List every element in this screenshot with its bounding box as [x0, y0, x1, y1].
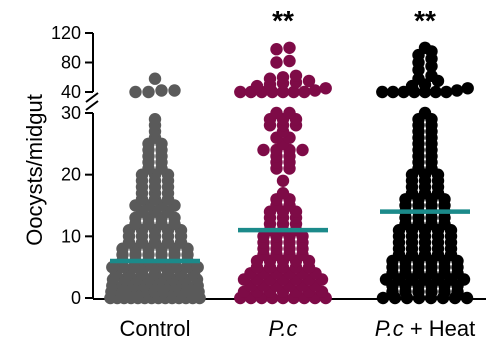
- data-point: [168, 84, 181, 97]
- data-point: [148, 72, 162, 85]
- significance-marker: **: [414, 5, 436, 36]
- category-suffix-text: + Heat: [404, 316, 476, 341]
- category-italic-text: P.c: [375, 316, 404, 341]
- data-point: [270, 56, 283, 69]
- data-point: [450, 84, 464, 97]
- data-point: [263, 72, 277, 85]
- axis-break-upper: [85, 92, 99, 103]
- significance-marker: **: [272, 5, 294, 36]
- data-point: [276, 71, 290, 84]
- data-point: [283, 41, 296, 54]
- category-label: P.c: [269, 316, 298, 341]
- data-point: [319, 82, 332, 95]
- category-label: Control: [120, 316, 191, 341]
- data-point: [142, 85, 155, 99]
- data-point: [386, 85, 400, 99]
- significance-markers: ** **: [272, 5, 436, 36]
- category-text: Control: [120, 316, 191, 341]
- y-tick-label: 10: [61, 226, 81, 246]
- data-point: [276, 174, 290, 187]
- y-tick-label: 80: [61, 53, 81, 73]
- data-point: [283, 106, 296, 120]
- axis-break-lower: [85, 100, 99, 111]
- data-point: [298, 85, 311, 99]
- data-point: [155, 84, 168, 97]
- y-tick-label: 20: [61, 165, 81, 185]
- data-point: [296, 143, 309, 157]
- data-point: [234, 85, 247, 99]
- data-point: [276, 187, 290, 200]
- data-point: [287, 85, 300, 99]
- data-point: [418, 106, 432, 120]
- data-point: [376, 291, 390, 305]
- y-axis-label: Oocysts/midgut: [22, 94, 47, 246]
- data-point: [412, 72, 425, 85]
- data-point: [440, 85, 453, 99]
- data-point: [461, 82, 474, 95]
- y-tick-label: 120: [51, 23, 81, 43]
- data-point: [418, 41, 432, 54]
- data-point: [376, 85, 389, 99]
- data-points: [104, 41, 474, 305]
- data-point: [106, 261, 119, 274]
- data-point: [270, 106, 283, 120]
- data-point: [250, 79, 264, 93]
- data-point: [289, 69, 303, 83]
- mean-lines: [110, 209, 470, 264]
- data-point: [276, 85, 290, 99]
- category-labels: Control P.c P.c + Heat: [120, 316, 476, 341]
- data-point: [257, 143, 270, 157]
- data-point: [191, 261, 204, 274]
- category-label: P.c + Heat: [375, 316, 476, 341]
- y-tick-label: 0: [71, 288, 81, 308]
- data-point: [308, 84, 322, 97]
- data-point: [129, 85, 142, 99]
- y-tick-label: 30: [61, 103, 81, 123]
- y-tick-label: 40: [61, 82, 81, 102]
- data-point: [148, 113, 162, 126]
- category-italic-text: P.c: [269, 316, 298, 341]
- data-point: [429, 85, 442, 99]
- data-point: [460, 291, 474, 305]
- data-point: [283, 54, 296, 68]
- data-point: [270, 43, 283, 56]
- data-point: [425, 69, 438, 83]
- data-point: [302, 74, 316, 88]
